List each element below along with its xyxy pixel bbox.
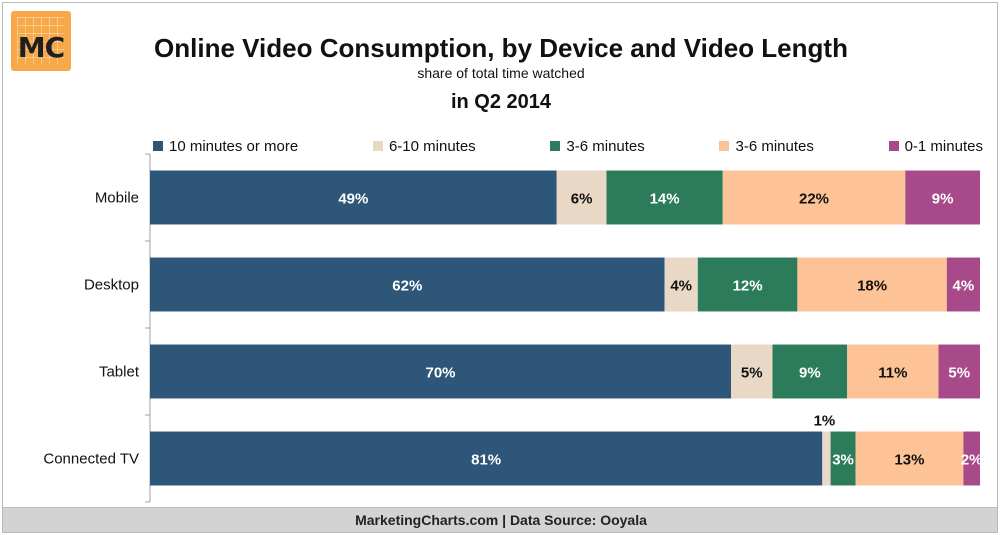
- data-label: 81%: [471, 452, 501, 469]
- source-footer: MarketingCharts.com | Data Source: Ooyal…: [3, 507, 997, 532]
- legend-item: 0-1 minutes: [888, 137, 983, 155]
- bar-segment: [822, 431, 831, 486]
- legend-swatch: [888, 141, 899, 151]
- bar-segment: [150, 257, 665, 312]
- legend-label: 3-6 minutes: [566, 137, 645, 155]
- legend-swatch: [372, 141, 383, 151]
- category-label: Mobile: [95, 190, 139, 207]
- data-label: 11%: [878, 365, 907, 382]
- marketingcharts-logo: MC: [11, 11, 71, 71]
- bar-segment: [722, 170, 906, 225]
- legend-label: 0-1 minutes: [904, 137, 983, 155]
- bar-segment: [797, 257, 947, 312]
- logo-grid: [17, 17, 65, 65]
- bar-segment: [830, 431, 856, 486]
- legend-label: 6-10 minutes: [388, 137, 476, 155]
- bar-segment: [772, 344, 848, 399]
- bar-segment: [664, 257, 698, 312]
- data-label: 70%: [425, 365, 455, 382]
- category-label: Tablet: [99, 364, 140, 381]
- category-label: Desktop: [84, 277, 139, 294]
- legend-item: 3-6 minutes: [550, 137, 645, 155]
- logo-text: MC: [17, 31, 65, 64]
- data-label: 3%: [832, 452, 854, 469]
- legend-item: 10 minutes or more: [153, 138, 298, 155]
- data-label: 14%: [650, 191, 680, 208]
- chart-legend: 10 minutes or more 6-10 minutes 3-6 minute…: [153, 136, 983, 156]
- bar-segment: [855, 431, 964, 486]
- data-label: 6%: [571, 191, 593, 208]
- bar-segment: [150, 431, 823, 486]
- data-label: 2%: [961, 452, 983, 469]
- data-label: 4%: [953, 278, 975, 295]
- data-label: 13%: [894, 452, 924, 469]
- data-label: 49%: [338, 191, 368, 208]
- data-label: 22%: [799, 191, 829, 208]
- data-label: 9%: [799, 365, 821, 382]
- bar-segment: [963, 431, 980, 486]
- bar-segment: [150, 344, 731, 399]
- bar-segment: [697, 257, 798, 312]
- data-label: 18%: [857, 278, 887, 295]
- data-label: 4%: [670, 278, 692, 295]
- bar-segment: [847, 344, 939, 399]
- data-label: 5%: [741, 365, 763, 382]
- legend-swatch: [550, 141, 561, 151]
- data-label: 5%: [948, 365, 970, 382]
- legend-item: 3-6 minutes: [719, 137, 814, 155]
- data-label: 1%: [814, 413, 836, 430]
- legend-swatch: [153, 141, 163, 151]
- legend-swatch: [719, 141, 730, 151]
- bar-segment: [556, 170, 607, 225]
- data-label: 62%: [392, 278, 422, 295]
- chart-period: in Q2 2014: [450, 91, 552, 113]
- legend-item: 6-10 minutes: [372, 137, 476, 155]
- legend-label: 10 minutes or more: [169, 137, 299, 155]
- bar-segment: [905, 170, 980, 225]
- chart-title: Online Video Consumption, by Device and …: [154, 33, 848, 63]
- chart-subtitle: share of total time watched: [417, 65, 585, 81]
- data-label: 9%: [932, 191, 954, 208]
- stacked-bar-chart: Mobile 49% 6% 14% 22% 9% Desktop 62% 4% 12% 18% 4% T…: [43, 153, 983, 503]
- bar-segment: [150, 170, 557, 225]
- bar-segment: [606, 170, 723, 225]
- category-label: Connected TV: [43, 451, 139, 468]
- bar-segment: [731, 344, 773, 399]
- bar-segment: [938, 344, 980, 399]
- data-label: 12%: [733, 278, 763, 295]
- legend-label: 3-6 minutes: [735, 137, 814, 155]
- bar-segment: [946, 257, 980, 312]
